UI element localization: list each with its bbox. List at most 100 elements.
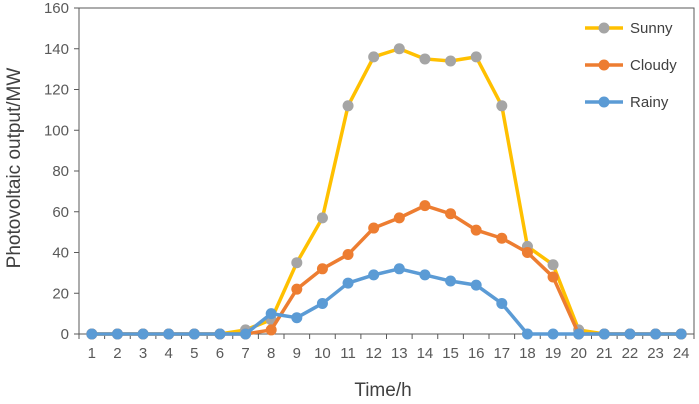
data-point-rainy xyxy=(470,279,482,291)
data-point-sunny xyxy=(393,43,405,55)
data-point-rainy xyxy=(368,269,380,281)
x-tick-label: 19 xyxy=(545,345,562,362)
data-point-sunny xyxy=(445,55,457,67)
data-point-rainy xyxy=(675,328,687,340)
data-point-rainy xyxy=(650,328,662,340)
x-tick-label: 21 xyxy=(596,345,613,362)
x-tick-label: 22 xyxy=(622,345,639,362)
data-point-rainy xyxy=(291,312,303,324)
y-tick-label: 100 xyxy=(44,122,69,139)
x-tick-label: 13 xyxy=(391,345,408,362)
data-point-rainy xyxy=(188,328,200,340)
x-tick-label: 8 xyxy=(267,345,275,362)
x-tick-label: 6 xyxy=(216,345,224,362)
legend-swatch-marker xyxy=(598,59,610,71)
data-point-rainy xyxy=(573,328,585,340)
data-point-rainy xyxy=(342,277,354,289)
legend-label: Cloudy xyxy=(630,57,677,74)
data-point-cloudy xyxy=(265,324,277,336)
data-point-rainy xyxy=(598,328,610,340)
data-point-cloudy xyxy=(470,224,482,236)
data-point-rainy xyxy=(496,297,508,309)
data-point-rainy xyxy=(265,308,277,320)
series-cloudy xyxy=(86,200,687,340)
x-tick-label: 9 xyxy=(293,345,301,362)
data-point-sunny xyxy=(419,53,431,65)
data-point-cloudy xyxy=(521,247,533,258)
x-axis-title: Time/h xyxy=(354,380,411,401)
data-point-cloudy xyxy=(445,208,457,220)
y-tick-label: 140 xyxy=(44,41,69,58)
x-tick-label: 20 xyxy=(570,345,587,362)
y-tick-label: 20 xyxy=(52,285,69,302)
y-tick-label: 160 xyxy=(44,0,69,17)
legend-label: Rainy xyxy=(630,94,669,111)
x-tick-label: 12 xyxy=(365,345,382,362)
legend-swatch-marker xyxy=(598,22,610,34)
data-point-rainy xyxy=(547,328,559,340)
legend-item-cloudy: Cloudy xyxy=(585,57,677,74)
data-point-rainy xyxy=(419,269,431,281)
data-point-cloudy xyxy=(368,222,380,234)
data-point-cloudy xyxy=(496,232,508,244)
data-point-rainy xyxy=(393,263,405,275)
x-tick-label: 3 xyxy=(139,345,147,362)
data-point-rainy xyxy=(111,328,123,340)
data-point-sunny xyxy=(496,100,508,112)
data-point-rainy xyxy=(316,297,328,309)
y-tick-label: 80 xyxy=(52,163,69,180)
data-point-cloudy xyxy=(316,263,328,275)
data-point-sunny xyxy=(368,51,380,63)
legend-label: Sunny xyxy=(630,20,673,37)
x-tick-label: 7 xyxy=(241,345,249,362)
y-tick-label: 120 xyxy=(44,82,69,99)
x-tick-label: 17 xyxy=(493,345,510,362)
legend: Sunny Cloudy Rainy xyxy=(585,20,677,111)
data-point-rainy xyxy=(240,328,252,340)
x-tick-label: 18 xyxy=(519,345,536,362)
plot-area-border xyxy=(78,7,695,335)
legend-item-sunny: Sunny xyxy=(585,20,673,37)
series-sunny xyxy=(86,43,687,340)
series-layer xyxy=(86,43,687,340)
data-point-cloudy xyxy=(291,283,303,295)
data-point-rainy xyxy=(214,328,226,340)
data-point-cloudy xyxy=(342,249,354,261)
data-point-rainy xyxy=(163,328,175,340)
x-tick-label: 1 xyxy=(88,345,96,362)
data-point-sunny xyxy=(316,212,328,224)
data-point-sunny xyxy=(342,100,354,112)
x-tick-label: 2 xyxy=(113,345,121,362)
x-tick-label: 14 xyxy=(417,345,434,362)
data-point-sunny xyxy=(547,259,559,271)
y-axis-title: Photovoltaic output/MW xyxy=(4,68,25,269)
data-point-rainy xyxy=(445,275,457,287)
data-point-sunny xyxy=(291,257,303,269)
series-line-rainy xyxy=(90,267,683,336)
series-rainy xyxy=(86,263,687,340)
x-tick-label: 15 xyxy=(442,345,459,362)
series-line-sunny xyxy=(90,47,683,336)
y-tick-label: 60 xyxy=(52,204,69,221)
x-tick-label: 16 xyxy=(468,345,485,362)
data-point-rainy xyxy=(624,328,636,340)
legend-swatch-marker xyxy=(598,96,610,108)
y-tick-label: 0 xyxy=(61,326,69,343)
data-point-rainy xyxy=(137,328,149,340)
y-tick-label: 40 xyxy=(52,245,69,262)
data-point-cloudy xyxy=(547,271,559,283)
legend-item-rainy: Rainy xyxy=(585,94,669,111)
data-point-cloudy xyxy=(419,200,431,212)
x-tick-label: 5 xyxy=(190,345,198,362)
data-point-rainy xyxy=(86,328,98,340)
x-tick-label: 11 xyxy=(340,345,356,362)
data-point-rainy xyxy=(521,328,533,340)
x-tick-label: 23 xyxy=(647,345,664,362)
data-point-cloudy xyxy=(393,212,405,224)
x-tick-label: 10 xyxy=(314,345,331,362)
x-tick-label: 4 xyxy=(165,345,173,362)
data-point-sunny xyxy=(470,51,482,63)
